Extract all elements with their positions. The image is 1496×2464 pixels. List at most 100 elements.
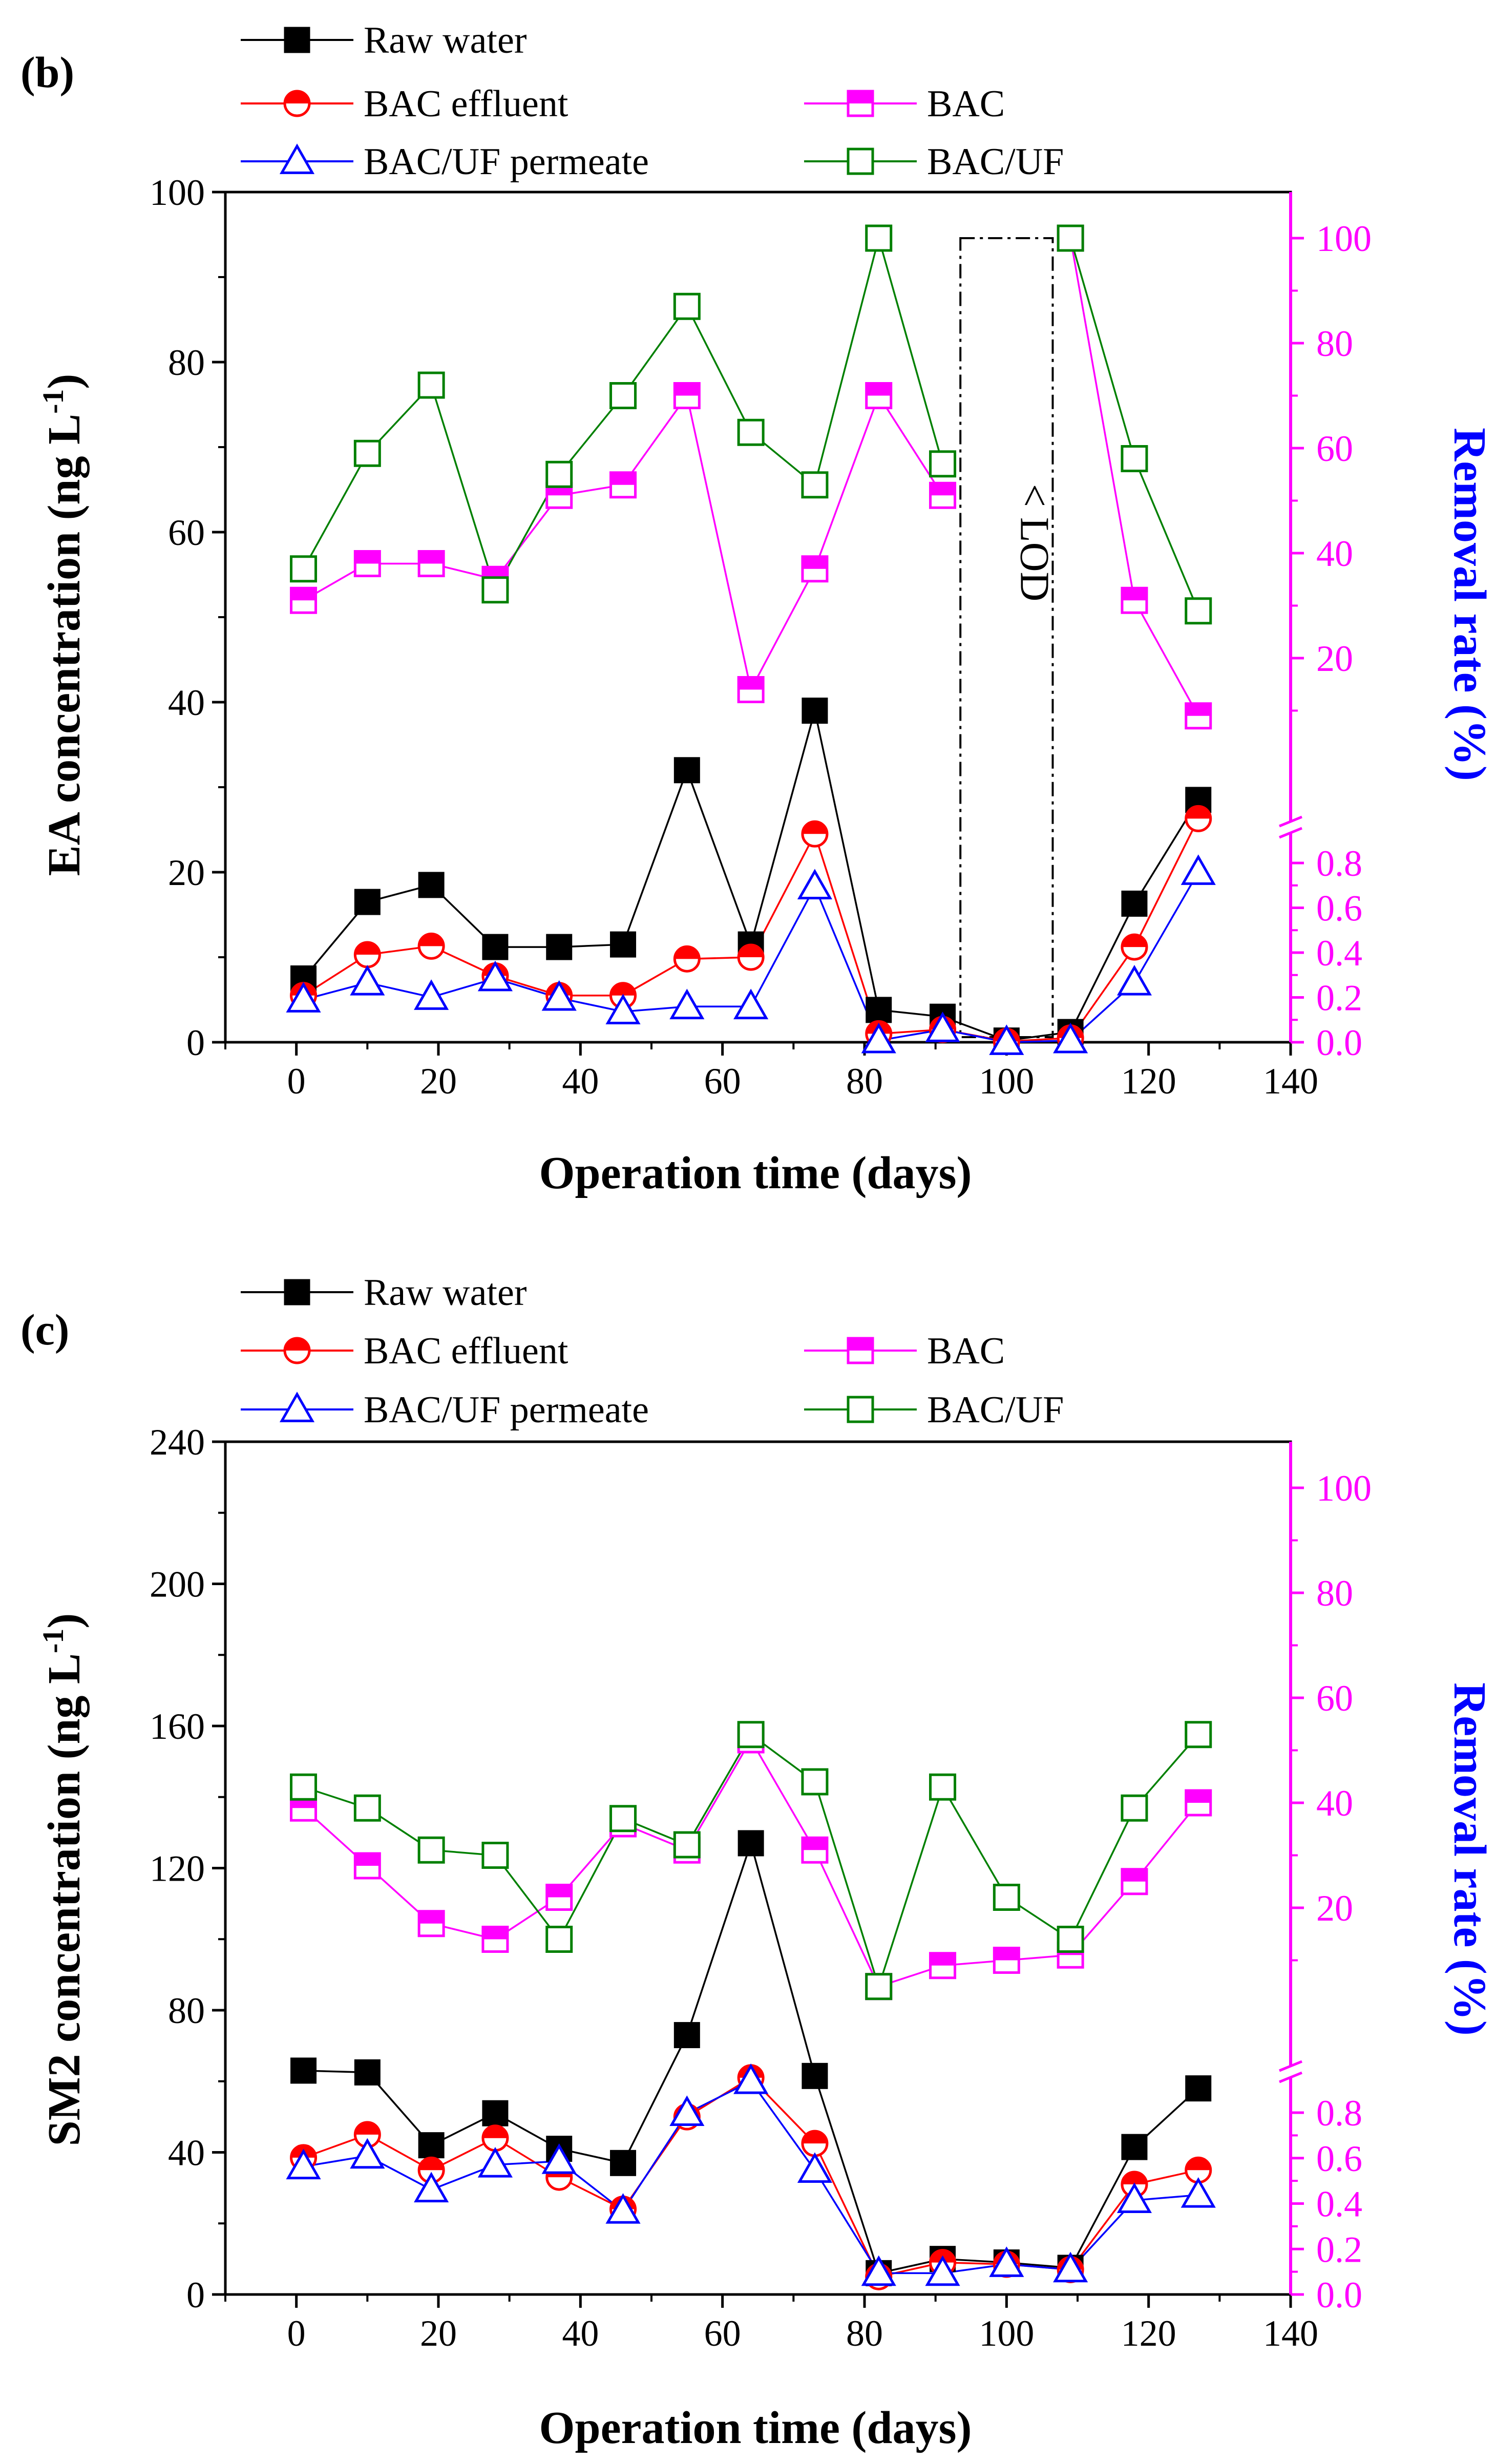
x-tick-label: 20 — [420, 1061, 457, 1102]
x-tick-label: 100 — [979, 2313, 1034, 2354]
data-point — [417, 932, 445, 960]
data-point — [929, 481, 957, 509]
x-tick-label: 120 — [1121, 2313, 1176, 2354]
data-point — [290, 555, 318, 583]
data-point — [418, 2132, 445, 2159]
data-point — [353, 1794, 381, 1822]
data-point — [1057, 224, 1084, 252]
legend-entry: BAC effluent — [241, 83, 568, 125]
data-point — [546, 934, 573, 960]
data-point — [417, 550, 445, 577]
data-point — [925, 1012, 960, 1042]
data-point — [989, 2246, 1024, 2277]
y-right-tick-label: 20 — [1316, 1888, 1353, 1929]
data-point — [801, 2130, 829, 2157]
data-point — [477, 2146, 513, 2178]
legend-marker — [847, 1396, 874, 1423]
data-point — [865, 382, 893, 409]
data-point — [673, 382, 701, 409]
x-tick-label: 20 — [420, 2313, 457, 2354]
x-tick-label: 80 — [846, 1061, 883, 1102]
y-axis-right-label: Removal rate (%) — [1444, 1682, 1495, 2036]
data-point — [605, 994, 641, 1025]
x-tick-label: 140 — [1263, 2313, 1318, 2354]
data-point — [673, 1831, 701, 1859]
data-point — [1185, 1789, 1212, 1817]
data-point — [545, 1884, 573, 1911]
data-point — [353, 1852, 381, 1880]
x-axis-label: Operation time (days) — [539, 1148, 972, 1198]
y-left-tick-label: 60 — [168, 512, 205, 553]
y-right-tick-label: 100 — [1316, 1468, 1372, 1509]
legend-marker — [283, 90, 311, 117]
y-right-tick-label: 0.4 — [1316, 933, 1362, 974]
data-point — [417, 1836, 445, 1864]
legend-entry: BAC/UF — [804, 1389, 1064, 1431]
data-point — [993, 1884, 1020, 1911]
y-left-tick-label: 200 — [150, 1564, 205, 1605]
series-line-raw-water — [303, 1840, 1199, 2275]
y-left-tick-label: 40 — [168, 682, 205, 723]
data-point — [733, 2063, 769, 2094]
legend-label: Raw water — [364, 1272, 526, 1314]
data-point — [290, 586, 318, 614]
axis-break-mark — [1279, 2071, 1302, 2083]
data-point — [1181, 2177, 1216, 2208]
data-point — [737, 943, 765, 971]
data-point — [925, 2255, 960, 2286]
data-point — [286, 2149, 321, 2180]
data-point — [290, 2057, 317, 2084]
data-point — [861, 2255, 896, 2286]
y-left-tick-label: 160 — [150, 1706, 205, 1747]
data-point — [1057, 1926, 1084, 1953]
y-right-tick-label: 60 — [1316, 1678, 1353, 1719]
y-right-tick-label: 0.8 — [1316, 843, 1362, 884]
data-point — [354, 889, 381, 915]
data-point — [1185, 2075, 1212, 2102]
legend-marker — [279, 1392, 315, 1422]
data-point — [733, 988, 769, 1020]
x-tick-label: 140 — [1263, 1061, 1318, 1102]
data-point — [673, 292, 701, 320]
y-right-tick-label: 0.2 — [1316, 2229, 1362, 2270]
y-axis-left-label-sup: -1 — [36, 1629, 70, 1653]
y-axis-right-label: Removal rate (%) — [1444, 428, 1495, 781]
legend-entry: Raw water — [241, 19, 526, 61]
x-tick-label: 120 — [1121, 1061, 1176, 1102]
data-point — [545, 1926, 573, 1953]
data-point — [481, 1926, 509, 1953]
panel-label: (c) — [20, 1305, 69, 1354]
data-point — [1185, 1721, 1212, 1749]
data-point — [541, 2143, 577, 2174]
data-point — [353, 2121, 381, 2149]
legend-marker — [284, 1279, 310, 1305]
data-point — [350, 2138, 385, 2169]
data-point — [993, 1947, 1020, 1974]
legend-entry: BAC/UF permeate — [241, 1389, 649, 1431]
y-left-tick-label: 0 — [186, 1022, 205, 1063]
data-point — [353, 941, 381, 968]
data-point — [481, 2124, 509, 2152]
legend-label: BAC/UF — [927, 1389, 1064, 1431]
plot-area: 0 20 40 60 80 100 120 140 0 20 40 60 80 100 20 40 60 80 10… — [150, 172, 1372, 1102]
data-point — [417, 2156, 445, 2184]
data-point — [802, 2062, 828, 2089]
data-point — [673, 2022, 700, 2049]
data-point — [541, 980, 577, 1011]
y-right-tick-label: 100 — [1316, 218, 1372, 259]
data-point — [290, 1773, 318, 1801]
data-point — [481, 576, 509, 604]
x-tick-label: 40 — [562, 1061, 599, 1102]
data-point — [286, 982, 321, 1013]
x-tick-label: 60 — [704, 1061, 741, 1102]
legend-label: Raw water — [364, 19, 526, 61]
data-point — [1121, 1794, 1148, 1822]
y-left-tick-label: 20 — [168, 852, 205, 893]
x-tick-label: 40 — [562, 2313, 599, 2354]
data-point — [801, 555, 829, 583]
x-tick-label: 80 — [846, 2313, 883, 2354]
y-right-tick-label: 20 — [1316, 638, 1353, 679]
data-point — [414, 979, 449, 1010]
y-left-tick-label: 0 — [186, 2275, 205, 2315]
data-point — [737, 418, 765, 446]
